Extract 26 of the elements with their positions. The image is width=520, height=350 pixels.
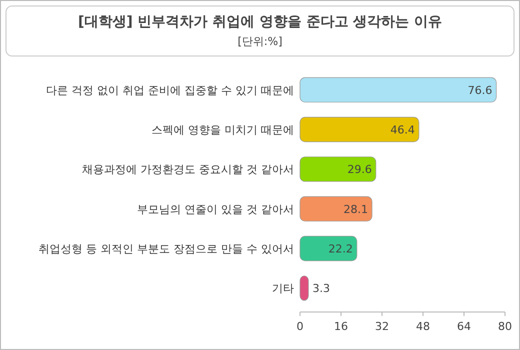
x-tick-label: 32 bbox=[375, 320, 389, 333]
chart-subtitle: [단위:%] bbox=[238, 35, 282, 48]
data-label: 46.4 bbox=[390, 124, 415, 136]
data-label: 76.6 bbox=[468, 84, 492, 97]
bar bbox=[300, 116, 420, 142]
y-tick-label: 기타 bbox=[272, 282, 294, 296]
y-tick-label: 부모님의 연줄이 있을 것 같아서 bbox=[137, 202, 294, 216]
x-tick-label: 48 bbox=[416, 320, 430, 333]
y-tick-label: 채용과정에 가정환경도 중요시할 것 같아서 bbox=[82, 163, 294, 176]
data-label: 3.3 bbox=[312, 282, 330, 296]
x-tick-label: 0 bbox=[296, 320, 304, 333]
y-tick-label: 스펙에 영향을 미치기 때문에 bbox=[152, 124, 294, 136]
y-tick-label: 취업성형 등 외적인 부분도 장점으로 만들 수 있어서 bbox=[38, 242, 294, 256]
bar bbox=[300, 77, 497, 102]
x-tick-label: 64 bbox=[457, 320, 471, 333]
bar bbox=[300, 196, 372, 222]
bar bbox=[300, 276, 309, 301]
chart-title: [대학생] 빈부격차가 취업에 영향을 준다고 생각하는 이유 bbox=[78, 14, 442, 30]
bar bbox=[300, 236, 358, 262]
data-label: 28.1 bbox=[344, 202, 368, 216]
y-tick-label: 다른 걱정 없이 취업 준비에 집중할 수 있기 때문에 bbox=[46, 84, 294, 97]
x-tick-label: 16 bbox=[334, 320, 348, 333]
bar bbox=[300, 156, 376, 182]
data-label: 22.2 bbox=[328, 242, 353, 256]
data-label: 29.6 bbox=[347, 163, 372, 176]
x-tick-label: 80 bbox=[498, 320, 512, 333]
